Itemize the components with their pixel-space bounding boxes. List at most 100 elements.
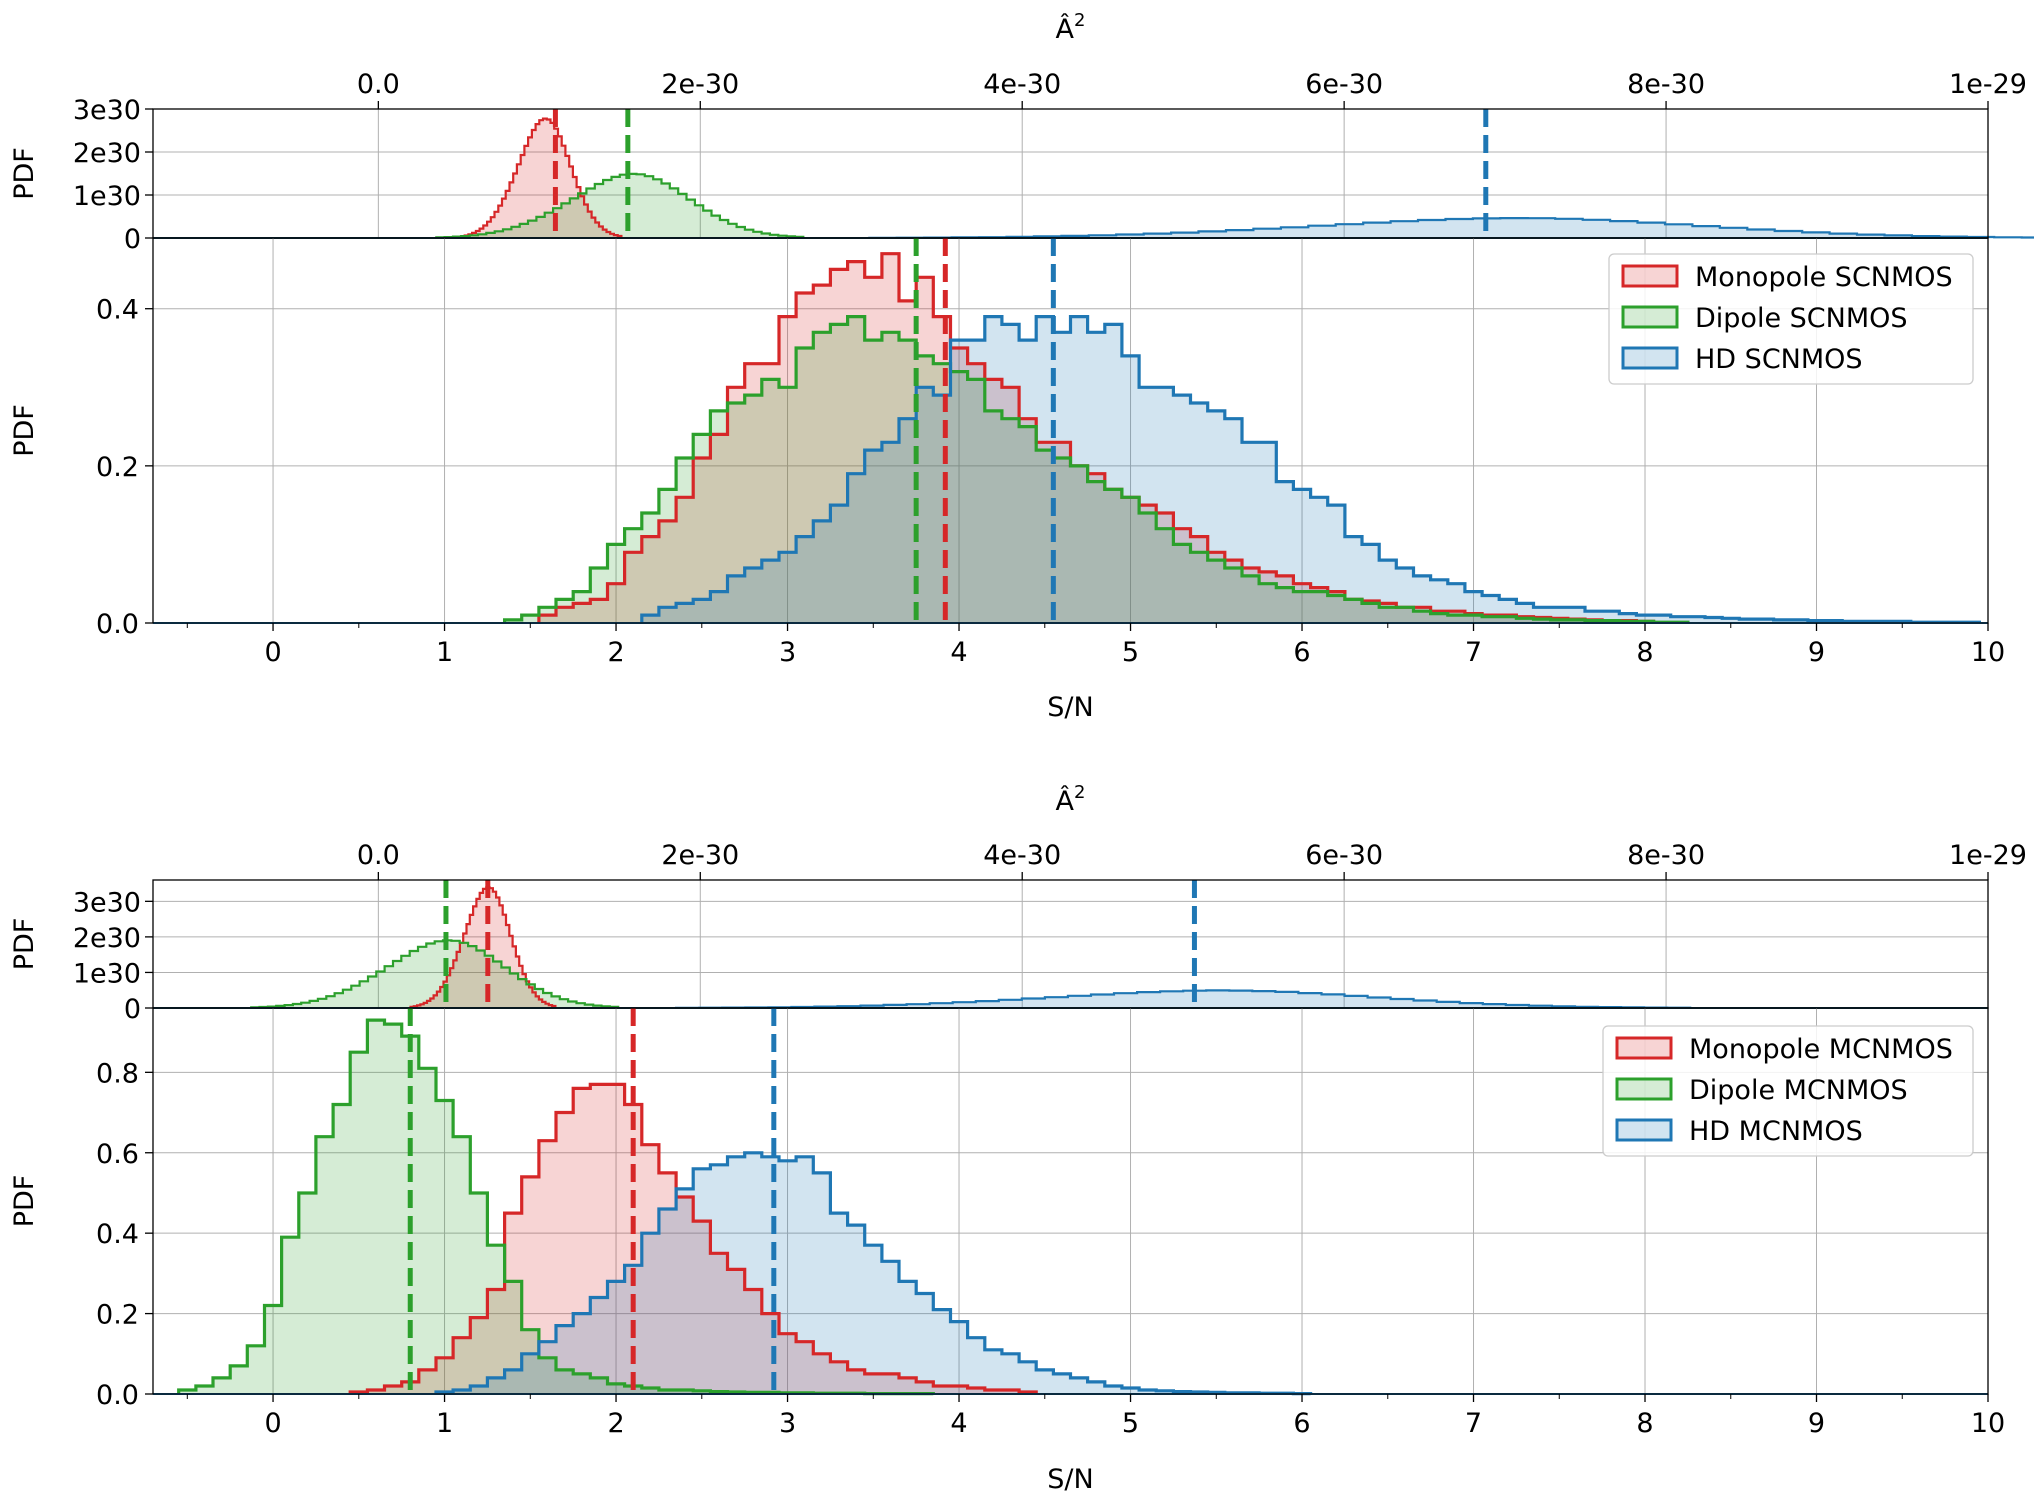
histogram-fill-monopole-scnmos (538, 253, 1654, 623)
top-x-tick-label: 4e-30 (983, 69, 1061, 100)
top-x-axis-label-base: Â (1056, 13, 1075, 45)
chart-mcnmos: 0.0 2e-30 4e-30 6e-30 8e-30 1e-29 0 1e30 2e30 3e… (9, 782, 2027, 1495)
top-median-lines (443, 880, 1197, 1008)
top-y-tick-label: 3e30 (73, 887, 141, 918)
top-fill-hd-mcnmos (676, 990, 1691, 1008)
top-x-tick-label: 2e-30 (661, 840, 739, 871)
top-median-lines (552, 109, 1489, 238)
top-x-axis-label: Â2 (1056, 10, 1086, 45)
y-ticks: 0.0 0.2 0.4 0.6 0.8 (96, 1058, 153, 1411)
legend: Monopole SCNMOS Dipole SCNMOS HD SCNMOS (1608, 253, 1974, 385)
y-axis-label: PDF (9, 1175, 40, 1228)
top-x-axis-label-sup: 2 (1074, 10, 1085, 31)
top-x-tick-label: 6e-30 (1305, 840, 1383, 871)
top-step-hd-mcnmos (675, 989, 1692, 1009)
top-y-ticks: 0 1e30 2e30 3e30 (73, 887, 153, 1025)
top-y-tick-label: 0 (124, 994, 141, 1025)
top-step-hd-scnmos (868, 217, 2034, 239)
histogram-fills (504, 253, 1980, 623)
legend-label: Monopole SCNMOS (1695, 262, 1953, 293)
legend-label: Monopole MCNMOS (1689, 1034, 1953, 1065)
top-y-tick-label: 1e30 (73, 958, 141, 989)
chart-scnmos: 0.0 2e-30 4e-30 6e-30 8e-30 1e-29 0 1e30 2e30 3e… (9, 10, 2034, 723)
y-tick-label: 0.8 (96, 1058, 139, 1089)
x-tick-label: 3 (779, 637, 796, 668)
top-y-tick-label: 1e30 (73, 181, 141, 212)
histogram-fill-hd-mcnmos (436, 1152, 1311, 1394)
x-tick-label: 1 (436, 637, 453, 668)
median-lines (913, 238, 1056, 623)
top-y-tick-label: 2e30 (73, 923, 141, 954)
x-tick-label: 6 (1293, 637, 1310, 668)
histogram-fill-dipole-mcnmos (178, 1020, 934, 1394)
y-tick-label: 0.4 (96, 1219, 139, 1250)
top-x-tick-label: 4e-30 (983, 840, 1061, 871)
x-axis-label: S/N (1047, 692, 1093, 723)
x-tick-label: 4 (950, 637, 967, 668)
top-x-ticks: 0.0 2e-30 4e-30 6e-30 8e-30 1e-29 (357, 840, 2027, 880)
top-x-tick-label: 0.0 (357, 840, 400, 871)
histogram-step-hd-mcnmos (434, 1151, 1313, 1396)
y-tick-label: 0.0 (96, 1380, 139, 1411)
top-y-ticks: 0 1e30 2e30 3e30 (73, 95, 153, 255)
top-y-tick-label: 3e30 (73, 95, 141, 126)
histogram-step-monopole-mcnmos (348, 1082, 1038, 1394)
top-x-axis-label-sup: 2 (1074, 782, 1085, 803)
legend-items: Monopole MCNMOS Dipole MCNMOS HD MCNMOS (1615, 1034, 1953, 1147)
x-tick-label: 5 (1122, 637, 1139, 668)
y-tick-label: 0.2 (96, 452, 139, 483)
x-tick-label: 9 (1808, 1408, 1825, 1439)
x-tick-label: 0 (264, 637, 281, 668)
top-x-tick-label: 0.0 (357, 69, 400, 100)
histogram-fill-dipole-scnmos (504, 316, 1688, 623)
top-y-tick-label: 2e30 (73, 138, 141, 169)
top-y-axis-label: PDF (9, 918, 40, 971)
top-x-ticks: 0.0 2e-30 4e-30 6e-30 8e-30 1e-29 (357, 69, 2027, 109)
y-tick-label: 0.4 (96, 295, 139, 326)
y-tick-label: 0.6 (96, 1139, 139, 1170)
legend: Monopole MCNMOS Dipole MCNMOS HD MCNMOS (1602, 1025, 1974, 1157)
histogram-fill-hd-scnmos (641, 316, 1980, 623)
top-x-tick-label: 2e-30 (661, 69, 739, 100)
top-y-tick-label: 0 (124, 224, 141, 255)
top-step-dipole-scnmos (435, 172, 805, 239)
legend-swatch-monopole-mcnmos (1615, 1036, 1673, 1060)
histogram-step-dipole-mcnmos (177, 1018, 935, 1396)
top-fill-monopole-scnmos (457, 118, 622, 238)
top-x-axis-label-base: Â (1056, 785, 1075, 817)
legend-items: Monopole SCNMOS Dipole SCNMOS HD SCNMOS (1621, 262, 1953, 375)
x-tick-label: 1 (436, 1408, 453, 1439)
legend-label: Dipole SCNMOS (1695, 303, 1908, 334)
x-tick-label: 3 (779, 1408, 796, 1439)
main-axes-frame (152, 237, 1989, 624)
x-tick-label: 2 (607, 637, 624, 668)
y-axis-label: PDF (9, 404, 40, 457)
x-ticks: 0 1 2 3 4 5 6 7 8 9 10 (186, 1394, 2005, 1439)
x-tick-label: 8 (1636, 1408, 1653, 1439)
top-x-tick-label: 8e-30 (1627, 69, 1705, 100)
histogram-step-hd-scnmos (640, 315, 1981, 624)
main-axes-frame (152, 1007, 1989, 1395)
y-ticks: 0.0 0.2 0.4 (96, 295, 153, 640)
x-tick-label: 7 (1465, 1408, 1482, 1439)
top-step-monopole-scnmos (456, 117, 623, 238)
main-axes-scnmos: 0 1 2 3 4 5 6 7 8 9 10 0.0 0.2 0.4 PDF S/N Monopole … (9, 237, 2005, 723)
top-step-monopole-mcnmos (409, 886, 557, 1008)
x-tick-label: 9 (1808, 637, 1825, 668)
legend-label: HD MCNMOS (1689, 1116, 1863, 1147)
top-x-tick-label: 8e-30 (1627, 840, 1705, 871)
x-tick-label: 6 (1293, 1408, 1310, 1439)
top-fill-hd-scnmos (869, 218, 2034, 238)
top-x-axis-label: Â2 (1056, 782, 1086, 817)
x-tick-label: 2 (607, 1408, 624, 1439)
legend-label: Dipole MCNMOS (1689, 1075, 1908, 1106)
x-tick-label: 10 (1971, 637, 2005, 668)
top-x-tick-label: 1e-29 (1949, 69, 2027, 100)
x-axis-label: S/N (1047, 1464, 1093, 1495)
legend-swatch-monopole-scnmos (1621, 264, 1679, 288)
legend-swatch-hd-mcnmos (1615, 1118, 1673, 1142)
x-tick-label: 0 (264, 1408, 281, 1439)
top-axes-scnmos: 0.0 2e-30 4e-30 6e-30 8e-30 1e-29 0 1e30 2e30 3e… (9, 10, 2034, 255)
